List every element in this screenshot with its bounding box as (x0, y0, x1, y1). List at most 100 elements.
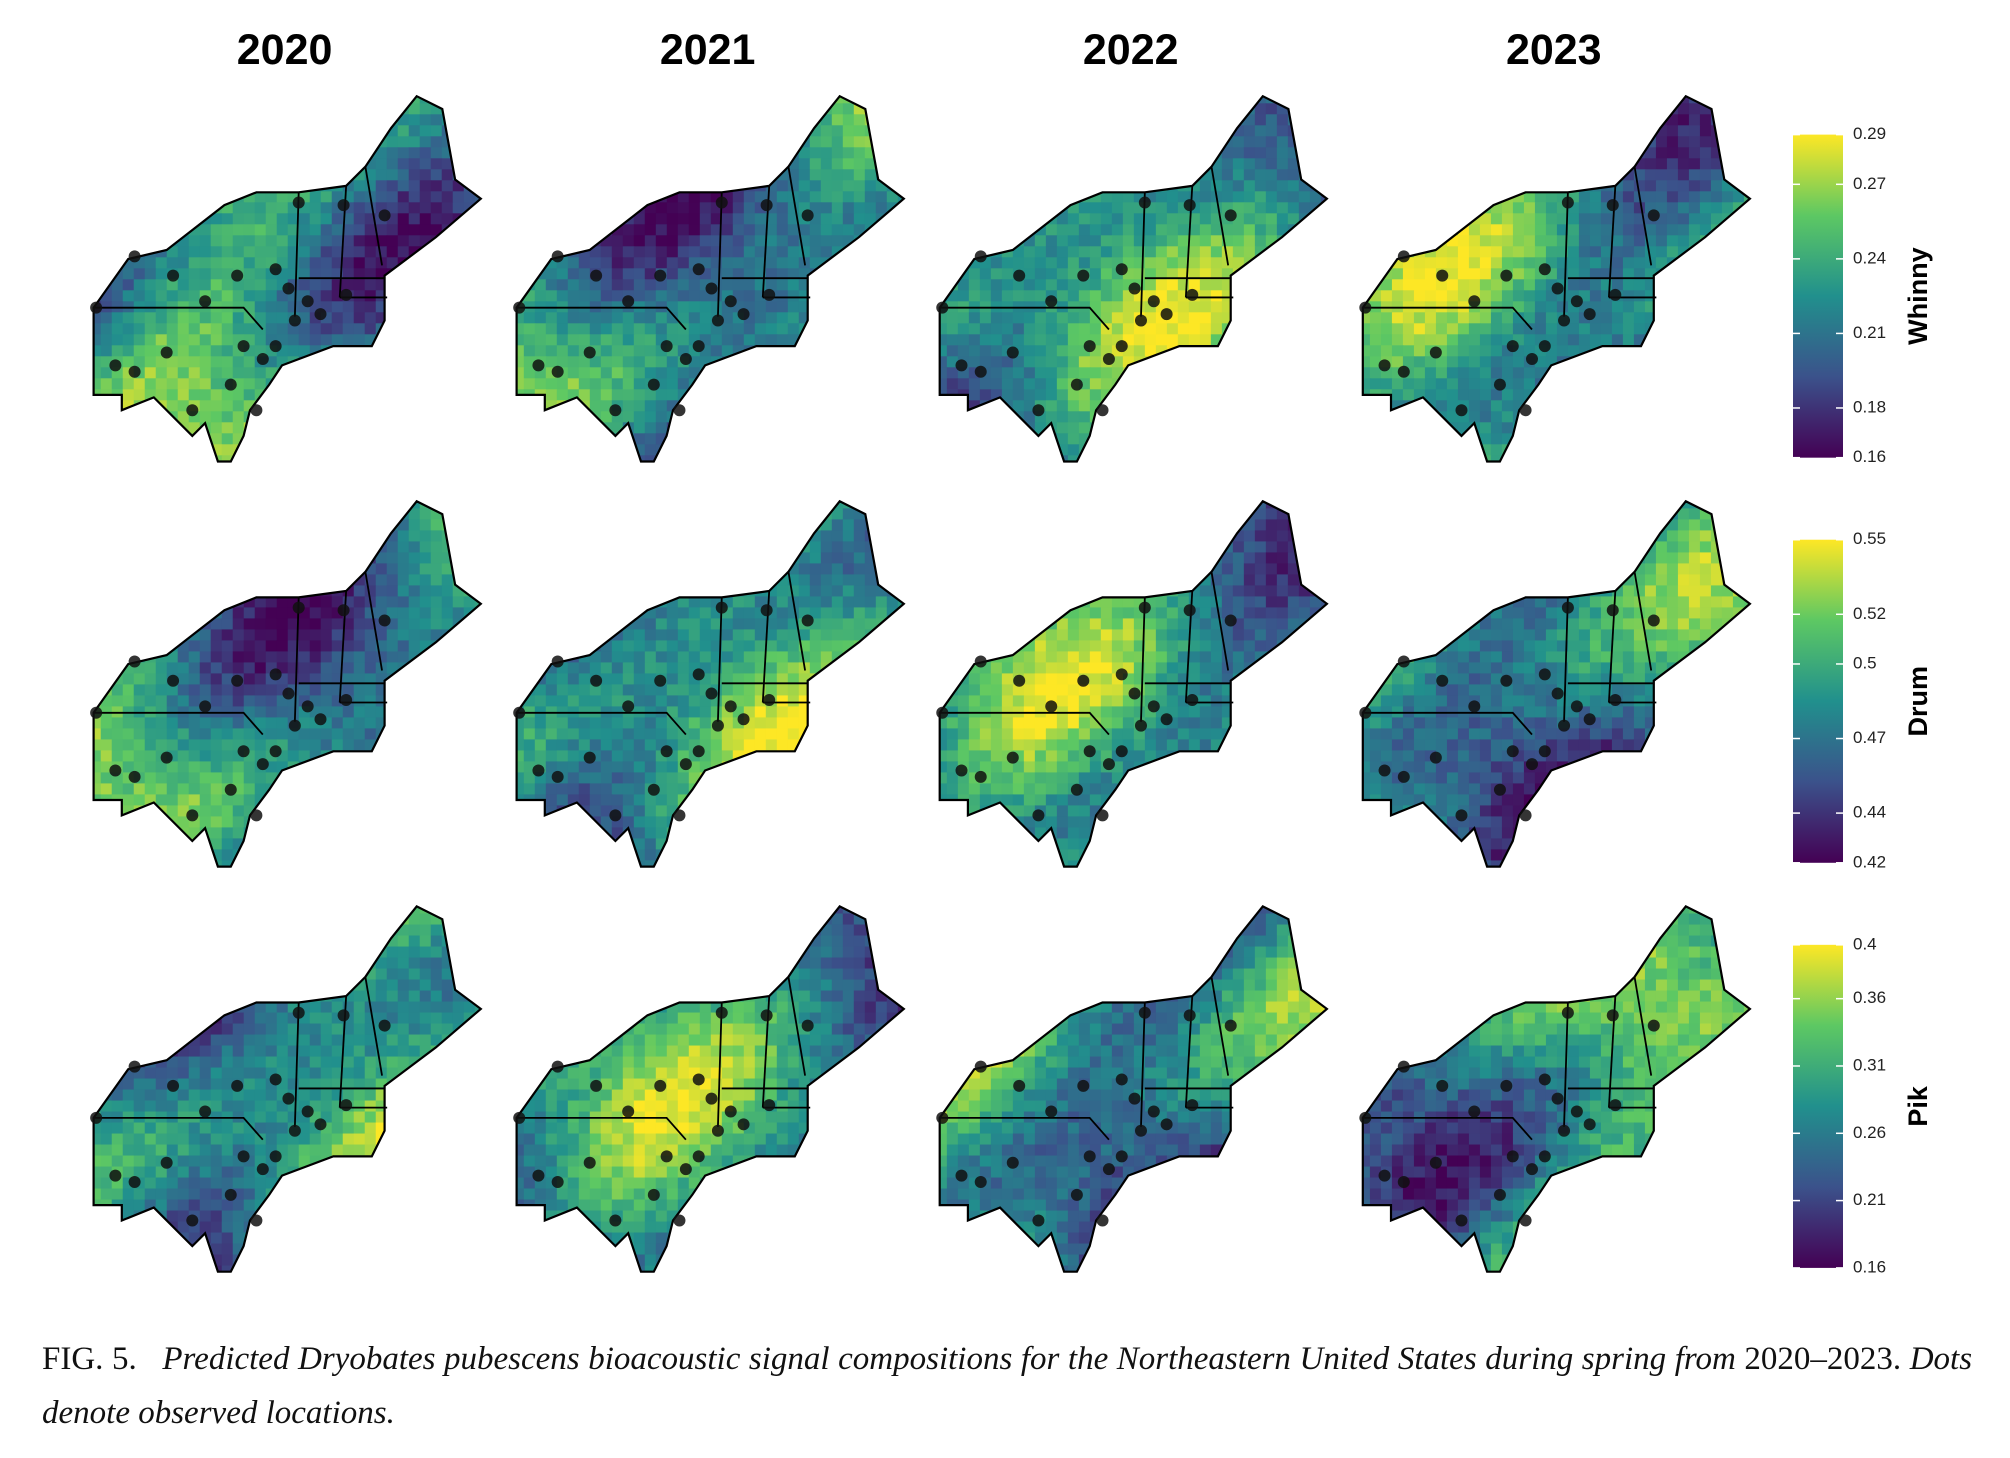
observation-dot (673, 809, 686, 822)
column-title: 2023 (1506, 26, 1602, 74)
observation-dot (1006, 1156, 1019, 1169)
observation-dot (1147, 295, 1160, 308)
observation-dot (1606, 1009, 1619, 1022)
observation-dot (1455, 1214, 1468, 1227)
colorbar-label: Pik (1903, 1085, 1933, 1127)
observation-dot (1186, 288, 1199, 301)
observation-dot (660, 1150, 673, 1163)
state-border (516, 711, 687, 736)
observation-dot (337, 1009, 350, 1022)
observation-dot (269, 340, 282, 353)
caption-text: Predicted Dryobates pubescens bioacousti… (162, 1341, 1736, 1377)
observation-dot (199, 700, 212, 713)
observation-dot (1070, 783, 1083, 796)
observation-dot (1013, 674, 1026, 687)
observation-dot (763, 1099, 776, 1112)
observation-dot (1500, 1079, 1513, 1092)
observation-dot (90, 301, 103, 314)
observation-dot (974, 770, 987, 783)
observation-dot (160, 346, 173, 359)
observation-dot (167, 1079, 180, 1092)
observation-dot (1102, 1163, 1115, 1176)
observation-dot (1525, 758, 1538, 771)
colorbar (1793, 134, 1843, 458)
observation-dot (1538, 745, 1551, 758)
observation-dot (1436, 674, 1449, 687)
state-border (1362, 306, 1533, 331)
state-border (293, 1002, 300, 1127)
observation-dot (1183, 1009, 1196, 1022)
observation-dot (737, 713, 750, 726)
observation-dot (1538, 263, 1551, 276)
state-border (293, 597, 300, 722)
observation-dot (1397, 250, 1410, 263)
state-border (787, 166, 806, 266)
observation-dot (673, 404, 686, 417)
observation-dot (1551, 282, 1564, 295)
observation-dot (340, 1099, 353, 1112)
observation-dot (1378, 359, 1391, 372)
observation-dot (1500, 269, 1513, 282)
observation-dot (1538, 340, 1551, 353)
observation-dot (711, 1124, 724, 1137)
observation-dot (1506, 340, 1519, 353)
map-panel (93, 501, 481, 867)
observation-dot (237, 745, 250, 758)
observation-dot (1077, 269, 1090, 282)
map-panel (939, 96, 1327, 462)
observation-dot (1183, 199, 1196, 212)
observation-dot (1493, 783, 1506, 796)
observation-dot (936, 1111, 949, 1124)
colorbar-tick-label: 0.4 (1853, 934, 1877, 953)
observation-dot (692, 745, 705, 758)
observation-dot (288, 1124, 301, 1137)
observation-dot (1429, 346, 1442, 359)
observation-dot (1468, 295, 1481, 308)
observation-dot (1359, 301, 1372, 314)
observation-dot (1436, 1079, 1449, 1092)
map-panel (93, 906, 481, 1272)
observation-dot (1160, 1118, 1173, 1131)
observation-dot (250, 1214, 263, 1227)
observation-dot (1570, 700, 1583, 713)
observation-dot (1397, 770, 1410, 783)
observation-dot (1583, 713, 1596, 726)
observation-dot (647, 783, 660, 796)
observation-dot (1115, 1150, 1128, 1163)
observation-dot (1359, 706, 1372, 719)
observation-dot (1647, 209, 1660, 222)
colorbar-tick-label: 0.16 (1853, 1257, 1886, 1276)
observation-dot (1134, 719, 1147, 732)
observation-dot (590, 269, 603, 282)
colorbar-tick-label: 0.36 (1853, 988, 1886, 1007)
state-border (516, 306, 687, 331)
observation-dot (1115, 745, 1128, 758)
observation-dot (1115, 340, 1128, 353)
state-border (516, 1117, 687, 1141)
colorbar-tick-label: 0.44 (1853, 803, 1886, 822)
colorbar-tick-label: 0.18 (1853, 397, 1886, 416)
observation-dot (622, 295, 635, 308)
observation-dot (269, 668, 282, 681)
observation-dot (679, 1163, 692, 1176)
colorbar-label: Drum (1903, 666, 1933, 737)
colorbar-tick-label: 0.42 (1853, 852, 1886, 871)
observation-dot (269, 1150, 282, 1163)
observation-dot (1147, 1105, 1160, 1118)
observation-dot (737, 1118, 750, 1131)
observation-dot (337, 604, 350, 617)
map-panel (516, 906, 904, 1272)
observation-dot (186, 809, 199, 822)
observation-dot (224, 1188, 237, 1201)
observation-dot (1134, 1124, 1147, 1137)
observation-dot (160, 751, 173, 764)
observation-dot (1506, 745, 1519, 758)
observation-dot (1115, 1073, 1128, 1086)
observation-dot (647, 1188, 660, 1201)
map-panel (939, 501, 1327, 867)
observation-dot (314, 1118, 327, 1131)
colorbar-tick-label: 0.24 (1853, 248, 1886, 267)
observation-dot (622, 1105, 635, 1118)
observation-dot (1609, 1099, 1622, 1112)
observation-dot (1096, 1214, 1109, 1227)
